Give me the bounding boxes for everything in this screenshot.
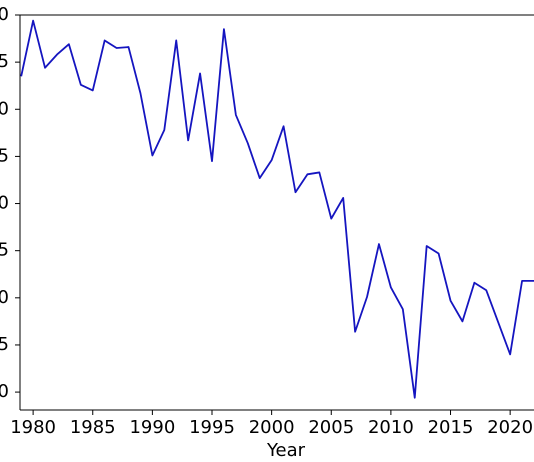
x-tick-label: 2005 xyxy=(308,417,354,438)
y-tick-label: 30 xyxy=(0,98,9,119)
y-tick-label: 35 xyxy=(0,51,9,72)
y-tick-label: 15 xyxy=(0,240,9,261)
y-tick-label: 10 xyxy=(0,287,9,308)
x-tick-label: 1980 xyxy=(10,417,56,438)
x-axis-label: Year xyxy=(266,440,306,461)
x-tick-label: 2000 xyxy=(249,417,295,438)
x-tick-label: 1995 xyxy=(189,417,235,438)
y-tick-label: 25 xyxy=(0,145,9,166)
x-tick-label: 1990 xyxy=(129,417,175,438)
y-tick-label: 20 xyxy=(0,193,9,214)
y-tick-label: 0 xyxy=(0,381,9,402)
y-tick-label: 40 xyxy=(0,4,9,25)
data-line xyxy=(20,19,534,399)
x-tick-label: 2020 xyxy=(487,417,533,438)
y-tick-label: 5 xyxy=(0,334,9,355)
x-tick-label: 1985 xyxy=(70,417,116,438)
x-tick-label: 2010 xyxy=(368,417,414,438)
x-tick-label: 2015 xyxy=(428,417,474,438)
